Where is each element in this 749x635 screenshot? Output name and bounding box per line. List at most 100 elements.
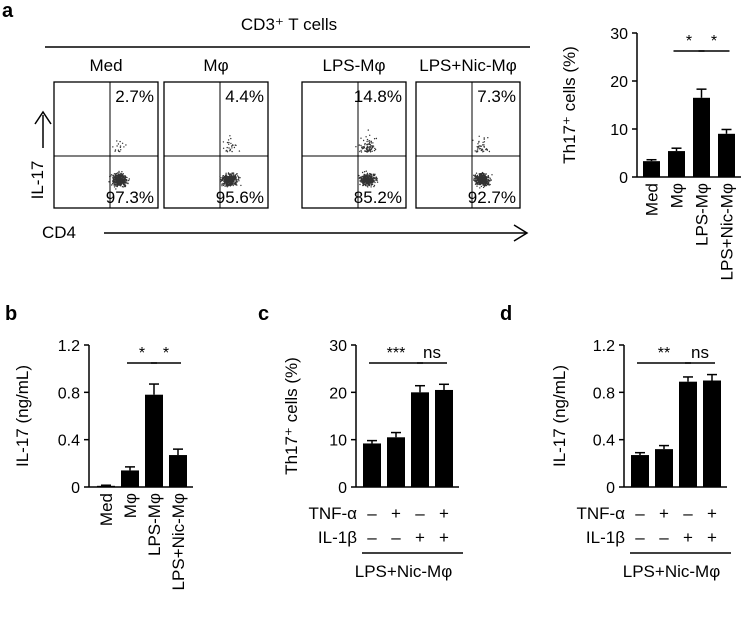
flow-dot [228,143,230,145]
flow-y-arrowhead [34,110,52,125]
flow-dot [487,175,489,178]
flow-dot [490,179,492,181]
flow-dot [119,184,122,186]
condition-sign: – [415,504,425,523]
flow-dot [114,177,117,180]
flow-dot [114,150,116,152]
flow-dot [125,144,127,146]
flow-dot [115,173,117,175]
flow-dot [230,137,232,140]
flow-dot [122,183,125,186]
flow-dot [370,186,372,188]
flow-dot [116,140,118,142]
flow-dot [366,173,369,175]
flow-dot [362,178,364,180]
flow-dot [123,178,125,180]
flow-dot [108,181,110,183]
flow-dot [235,180,237,182]
flow-dot [238,150,241,152]
flow-upper-percent: 7.3% [477,87,516,106]
flow-dot [227,139,230,141]
flow-dot [370,181,372,183]
flow-dot [482,186,485,189]
flow-dot [222,147,225,149]
x-category-label: LPS+Nic-Mφ [718,183,737,280]
flow-dot [485,183,487,185]
x-category-label: Med [97,493,116,526]
flow-dot [483,138,485,140]
flow-dot [473,175,476,177]
flow-dot [236,184,238,186]
flow-dot [112,175,114,177]
flow-dot [364,180,366,182]
condition-label: IL-1β [586,528,625,547]
flow-dot [376,181,379,183]
bar [363,443,381,487]
flow-dot [480,145,482,147]
flow-dot [123,146,125,148]
flow-dot [476,148,479,150]
flow-dot [225,175,227,178]
flow-dot [478,135,480,137]
flow-dot [229,179,231,181]
flow-dot [370,176,373,178]
flow-dot [483,137,485,139]
flow-plots: Med 2.7% 97.3% Mφ 4.4% 95.6% LPS-Mφ 14.8% 85.2% L… [53,56,521,209]
flow-dots [108,140,130,190]
flow-dot [476,179,478,181]
flow-dot [113,186,116,188]
flow-dot [477,145,480,148]
condition-label: TNF-α [576,504,625,523]
flow-dot [368,140,370,142]
flow-dot [369,178,371,180]
group-label: LPS+Nic-Mφ [623,562,720,581]
flow-dot [376,179,378,182]
flow-lower-percent: 85.2% [354,188,402,207]
bar [97,485,115,488]
y-tick-label: 0 [71,480,80,497]
flow-dots [355,129,379,188]
flow-dot [362,139,365,142]
bar [387,437,405,487]
flow-dot [474,179,476,181]
flow-dot [114,175,117,177]
flow-dot [111,184,113,186]
flow-dot [364,142,366,145]
flow-dot [117,182,119,184]
flow-dot [361,147,363,149]
flow-dot [487,179,489,182]
flow-dot [228,184,230,187]
flow-dot [234,181,237,184]
flow-dot [370,145,372,147]
significance-label: ns [423,343,441,362]
flow-dot [118,170,120,173]
flow-dot [371,182,373,184]
flow-dot [485,148,488,150]
flow-dot [476,151,479,153]
flow-dot [125,179,128,181]
flow-dot [117,180,119,182]
flow-dot [487,181,489,183]
flow-plot-frame [301,81,407,209]
flow-dot [228,147,230,149]
flow-dot [123,180,126,182]
flow-dot [474,180,476,182]
flow-dot [482,144,484,146]
flow-dot [232,182,234,184]
flow-dot [110,174,113,176]
flow-dot [368,175,371,178]
y-tick-label: 10 [329,433,347,450]
flow-dot [365,174,367,177]
flow-dot [119,150,121,153]
flow-dot [373,185,375,188]
flow-dot [226,178,228,181]
bar [718,133,735,177]
flow-dot [123,186,125,188]
y-tick-label: 0.4 [58,433,80,450]
flow-dot [373,174,376,177]
flow-dot [364,175,366,178]
flow-dot [363,174,365,176]
flow-dot [474,174,477,176]
y-axis-label: IL-17 (ng/mL) [13,365,32,467]
flow-dot [224,178,227,180]
